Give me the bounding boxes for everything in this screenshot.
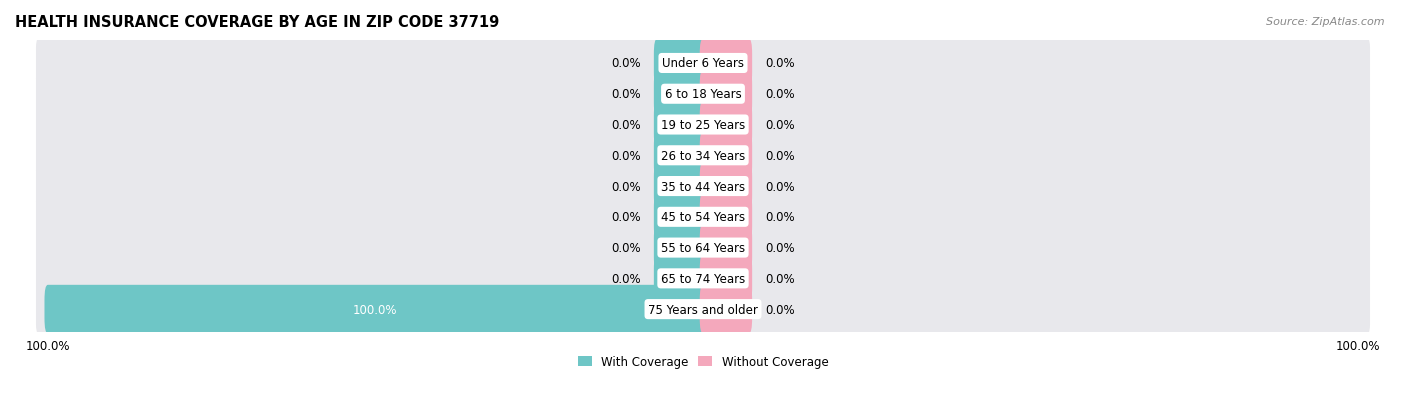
FancyBboxPatch shape (37, 194, 1369, 241)
FancyBboxPatch shape (37, 163, 1369, 210)
Text: 0.0%: 0.0% (612, 57, 641, 70)
FancyBboxPatch shape (37, 286, 1369, 333)
Text: 0.0%: 0.0% (612, 88, 641, 101)
FancyBboxPatch shape (37, 40, 1369, 88)
Text: 0.0%: 0.0% (765, 57, 794, 70)
Text: 75 Years and older: 75 Years and older (648, 303, 758, 316)
FancyBboxPatch shape (37, 255, 1369, 302)
FancyBboxPatch shape (700, 132, 752, 180)
Text: 0.0%: 0.0% (612, 242, 641, 254)
Text: 0.0%: 0.0% (612, 272, 641, 285)
FancyBboxPatch shape (45, 285, 706, 334)
Text: 0.0%: 0.0% (765, 150, 794, 162)
FancyBboxPatch shape (654, 70, 706, 119)
FancyBboxPatch shape (700, 285, 752, 334)
Text: 0.0%: 0.0% (612, 150, 641, 162)
FancyBboxPatch shape (654, 193, 706, 242)
Text: 0.0%: 0.0% (765, 119, 794, 132)
FancyBboxPatch shape (700, 162, 752, 211)
Text: Under 6 Years: Under 6 Years (662, 57, 744, 70)
Text: 0.0%: 0.0% (765, 272, 794, 285)
FancyBboxPatch shape (700, 224, 752, 272)
FancyBboxPatch shape (654, 254, 706, 303)
FancyBboxPatch shape (654, 132, 706, 180)
FancyBboxPatch shape (37, 102, 1369, 149)
Text: 0.0%: 0.0% (765, 180, 794, 193)
FancyBboxPatch shape (700, 40, 752, 88)
FancyBboxPatch shape (37, 71, 1369, 118)
Text: 0.0%: 0.0% (612, 180, 641, 193)
FancyBboxPatch shape (37, 224, 1369, 272)
Text: 19 to 25 Years: 19 to 25 Years (661, 119, 745, 132)
FancyBboxPatch shape (654, 40, 706, 88)
Text: 0.0%: 0.0% (612, 119, 641, 132)
Text: 55 to 64 Years: 55 to 64 Years (661, 242, 745, 254)
FancyBboxPatch shape (700, 101, 752, 150)
Text: 0.0%: 0.0% (765, 211, 794, 224)
Text: HEALTH INSURANCE COVERAGE BY AGE IN ZIP CODE 37719: HEALTH INSURANCE COVERAGE BY AGE IN ZIP … (15, 15, 499, 30)
Text: 26 to 34 Years: 26 to 34 Years (661, 150, 745, 162)
Text: 0.0%: 0.0% (765, 242, 794, 254)
Text: 100.0%: 100.0% (353, 303, 398, 316)
Text: 65 to 74 Years: 65 to 74 Years (661, 272, 745, 285)
FancyBboxPatch shape (654, 101, 706, 150)
Text: 0.0%: 0.0% (612, 211, 641, 224)
FancyBboxPatch shape (700, 70, 752, 119)
Legend: With Coverage, Without Coverage: With Coverage, Without Coverage (572, 351, 834, 373)
Text: Source: ZipAtlas.com: Source: ZipAtlas.com (1267, 17, 1385, 26)
Text: 0.0%: 0.0% (765, 88, 794, 101)
Text: 35 to 44 Years: 35 to 44 Years (661, 180, 745, 193)
FancyBboxPatch shape (37, 132, 1369, 180)
FancyBboxPatch shape (700, 193, 752, 242)
FancyBboxPatch shape (654, 224, 706, 272)
FancyBboxPatch shape (654, 162, 706, 211)
Text: 45 to 54 Years: 45 to 54 Years (661, 211, 745, 224)
Text: 6 to 18 Years: 6 to 18 Years (665, 88, 741, 101)
Text: 0.0%: 0.0% (765, 303, 794, 316)
FancyBboxPatch shape (700, 254, 752, 303)
